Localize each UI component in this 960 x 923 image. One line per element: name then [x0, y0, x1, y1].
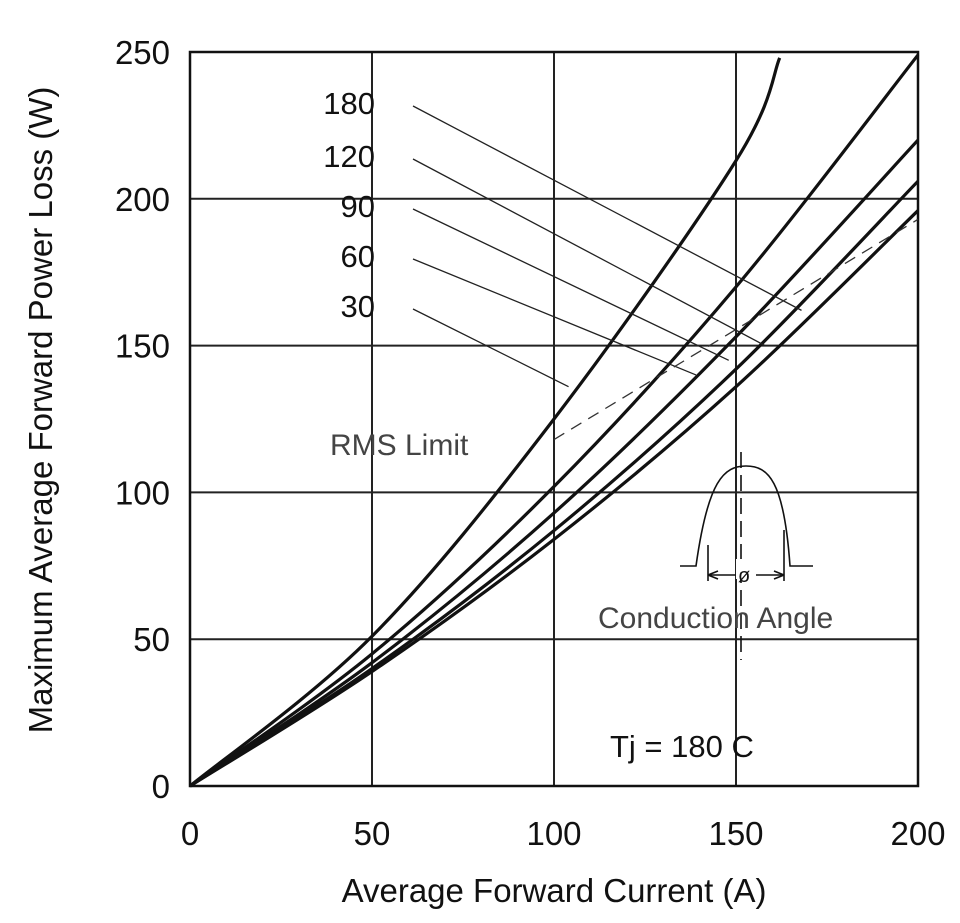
leader-line-30: [412, 308, 569, 388]
leader-line-120: [412, 158, 766, 347]
x-tick-label: 50: [354, 815, 391, 852]
x-tick-label: 150: [708, 815, 763, 852]
y-tick-label: 200: [115, 181, 170, 218]
x-axis-title: Average Forward Current (A): [342, 872, 767, 909]
conduction-angle-inset: ø: [680, 452, 813, 660]
y-axis-title: Maximum Average Forward Power Loss (W): [22, 87, 59, 734]
series-labels: 180 120 90 60 30: [323, 86, 375, 324]
series-label-90: 90: [341, 189, 375, 224]
series-label-30: 30: [341, 289, 375, 324]
series-line-30: [188, 57, 782, 788]
phi-label-bg: [736, 559, 756, 579]
rms-limit-line: [553, 218, 919, 441]
leader-lines: [412, 105, 802, 388]
y-tick-labels: 0 50 100 150 200 250: [115, 34, 170, 805]
y-tick-label: 150: [115, 328, 170, 365]
grid: [190, 52, 918, 786]
rms-limit-label: RMS Limit: [330, 429, 469, 462]
x-tick-label: 200: [890, 815, 945, 852]
series-label-120: 120: [323, 139, 375, 174]
x-tick-labels: 0 50 100 150 200: [181, 815, 946, 852]
x-tick-label: 100: [526, 815, 581, 852]
y-tick-label: 0: [152, 768, 170, 805]
x-tick-label: 0: [181, 815, 199, 852]
series-label-60: 60: [341, 239, 375, 274]
series-line-120: [189, 180, 920, 788]
arrowhead-right: [773, 570, 785, 580]
arrowhead-left: [707, 570, 719, 580]
tj-label: Tj = 180 C: [610, 729, 754, 764]
leader-line-60: [412, 258, 697, 376]
series-line-90: [189, 138, 920, 788]
series-line-60: [189, 53, 920, 788]
phi-symbol: ø: [738, 565, 750, 587]
conduction-angle-label: Conduction Angle: [598, 602, 833, 635]
half-sine-waveform: [680, 465, 813, 567]
plot-frame: [188, 50, 920, 788]
leader-line-180: [412, 105, 802, 311]
y-tick-label: 50: [133, 621, 170, 658]
series-label-180: 180: [323, 86, 375, 121]
y-tick-label: 100: [115, 474, 170, 511]
y-tick-label: 250: [115, 34, 170, 71]
leader-line-90: [412, 208, 730, 361]
series-group: [188, 53, 920, 788]
